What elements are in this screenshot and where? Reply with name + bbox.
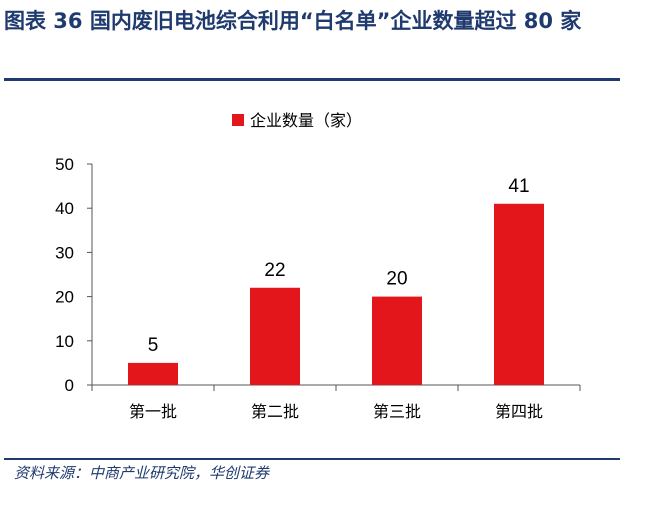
- data-label: 41: [508, 176, 529, 197]
- title-divider: [4, 78, 620, 81]
- figure-title: 图表 36 国内废旧电池综合利用“白名单”企业数量超过 80 家: [4, 9, 582, 33]
- data-label: 20: [386, 269, 407, 290]
- x-tick-label: 第四批: [495, 402, 543, 421]
- bar: [128, 362, 178, 385]
- x-tick-label: 第二批: [251, 402, 299, 421]
- bar: [372, 296, 422, 385]
- legend-label: 企业数量（家）: [250, 111, 362, 130]
- source-divider: [4, 458, 620, 460]
- bar-chart: 企业数量（家） 0 10 20 30 40 50 5 第一批 22 第二批 20 第三批 41 第四批: [55, 111, 581, 421]
- y-tick-label: 20: [55, 288, 74, 307]
- data-label: 22: [264, 260, 285, 281]
- y-tick-label: 40: [55, 199, 74, 218]
- y-tick-label: 30: [55, 243, 74, 262]
- legend-swatch: [232, 114, 244, 126]
- y-tick-label: 10: [55, 332, 74, 351]
- source-note: 资料来源：中商产业研究院，华创证券: [14, 464, 270, 482]
- bar: [250, 287, 300, 385]
- data-label: 5: [148, 335, 159, 356]
- x-tick-label: 第一批: [129, 402, 177, 421]
- y-tick-label: 0: [65, 376, 74, 395]
- y-tick-label: 50: [55, 155, 74, 174]
- bar: [494, 203, 544, 385]
- x-tick-label: 第三批: [373, 402, 421, 421]
